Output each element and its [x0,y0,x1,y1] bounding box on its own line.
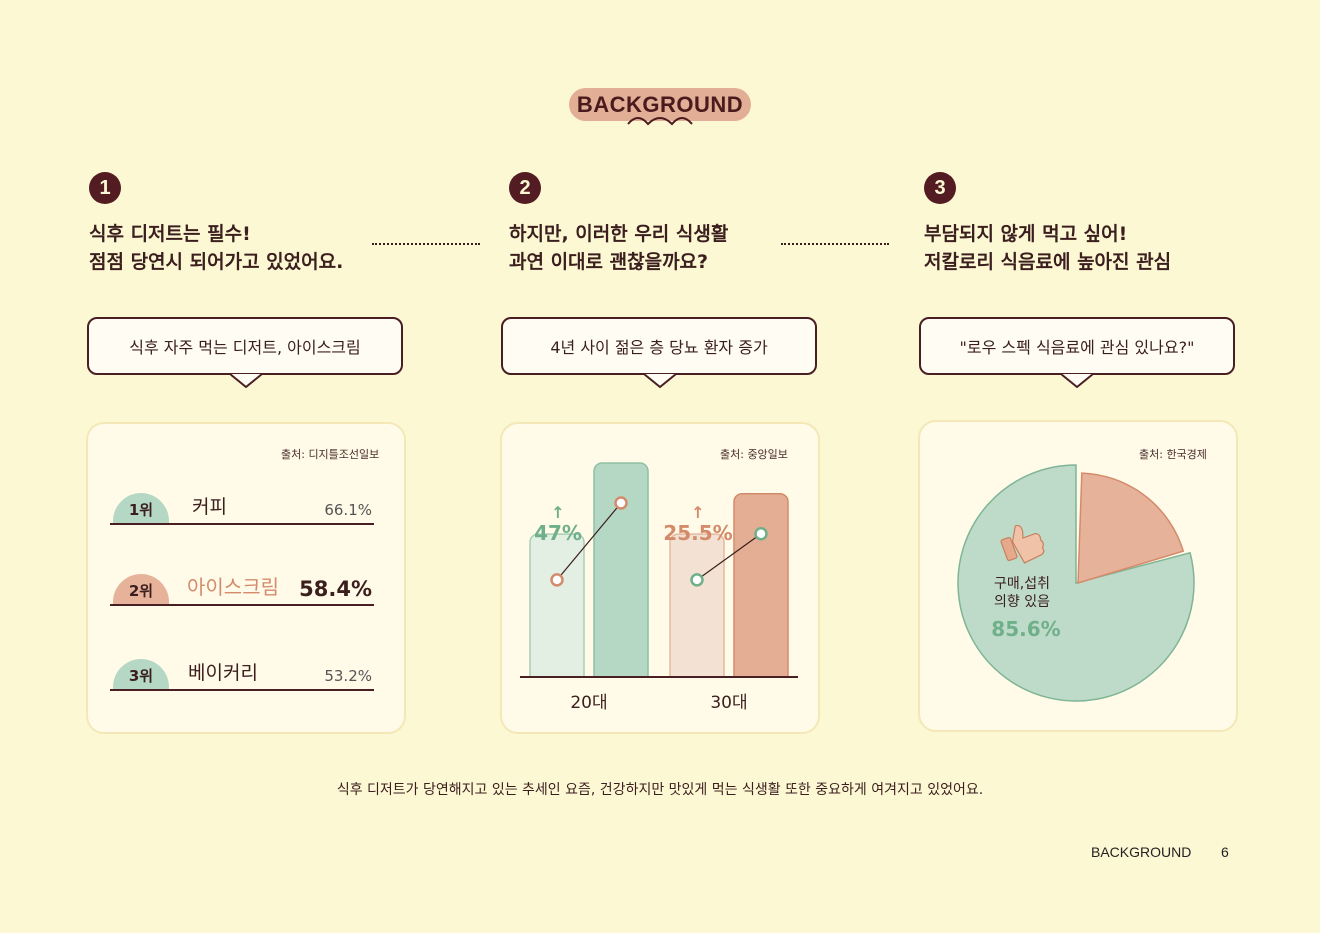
pie-slice-other [1077,472,1185,585]
bar-chart: 20대 30대↑47%↑25.5% [515,462,805,713]
bubble-text-2: 4년 사이 젊은 층 당뇨 환자 증가 [550,338,768,357]
pie-value-label: 85.6% [991,617,1060,641]
source-label-1: 출처: 디지틀조선일보 [281,448,380,461]
source-label-2: 출처: 중앙일보 [720,448,788,461]
growth-point-30대-0 [690,573,704,587]
rank-badge-3: 3위 [113,659,169,689]
rank-badge-2: 2위 [113,574,169,604]
x-tick-label-30대: 30대 [710,693,747,713]
summary-caption: 식후 디저트가 당연해지고 있는 추세인 요즘, 건강하지만 맛있게 먹는 식생… [336,782,984,798]
rank-name-2: 아이스크림 [187,575,279,599]
thumbs-up-icon [1000,524,1045,564]
step-headline-1: 식후 디저트는 필수! 점점 당연시 되어가고 있었어요. [89,223,344,273]
step-headline-2: 하지만, 이러한 우리 식생활 과연 이대로 괜찮을까요? [509,223,729,273]
bubble-text-3: "로우 스펙 식음료에 관심 있나요?" [959,338,1195,357]
rank-name-1: 커피 [192,496,227,518]
bubble-tail-1 [230,373,262,389]
rank-underline-3 [110,689,374,691]
rank-name-3: 베이커리 [188,662,258,684]
pie-slice-interest [957,464,1195,702]
bar-30대-1 [733,492,789,686]
speech-bubble-2: 4년 사이 젊은 층 당뇨 환자 증가 [501,317,817,375]
rank-badge-1: 1위 [113,493,169,523]
speech-bubble-3: "로우 스펙 식음료에 관심 있나요?" [919,317,1235,375]
rank-value-3: 53.2% [324,667,372,685]
growth-point-20대-0 [550,573,564,587]
bubble-text-1: 식후 자주 먹는 디저트, 아이스크림 [129,338,361,357]
growth-point-20대-1 [614,496,628,510]
bubble-tail-2 [644,373,676,389]
step-headline-3: 부담되지 않게 먹고 싶어! 저칼로리 식음료에 높아진 관심 [924,223,1172,273]
x-tick-label-20대: 20대 [570,693,607,713]
dotted-connector-1 [372,243,480,245]
ranking-row-1: 1위 커피 66.1% [110,485,374,525]
growth-arrow-icon: ↑ [551,503,564,522]
bar-30대-0 [669,533,725,686]
footer-section-label: BACKGROUND [1091,844,1192,860]
ranking-row-2: 2위 아이스크림 58.4% [110,566,374,606]
step-number-1: 1 [89,172,121,204]
growth-arrow-icon: ↑ [691,503,704,522]
step-number-3: 3 [924,172,956,204]
pie-label-line-1: 의향 있음 [994,594,1050,610]
rank-value-1: 66.1% [324,501,372,519]
growth-point-30대-1 [754,526,768,541]
growth-line-30대 [696,533,762,581]
dotted-connector-2 [781,243,889,245]
growth-label-30대: 25.5% [663,521,732,545]
growth-label-20대: 47% [534,521,582,545]
footer-page-number: 6 [1221,844,1229,860]
pie-label-line-0: 구매,섭취 [994,576,1050,592]
source-label-3: 출처: 한국경제 [1139,448,1207,461]
badge-wave-decoration [627,117,693,126]
rank-value-2: 58.4% [299,577,372,601]
step-number-2: 2 [509,172,541,204]
rank-underline-2 [110,604,374,606]
section-badge: BACKGROUND [569,88,751,121]
bubble-tail-3 [1061,373,1093,389]
ranking-row-3: 3위 베이커리 53.2% [110,651,374,691]
speech-bubble-1: 식후 자주 먹는 디저트, 아이스크림 [87,317,403,375]
bar-base-mask [515,678,805,690]
rank-underline-1 [110,523,374,525]
growth-line-20대 [556,502,622,581]
